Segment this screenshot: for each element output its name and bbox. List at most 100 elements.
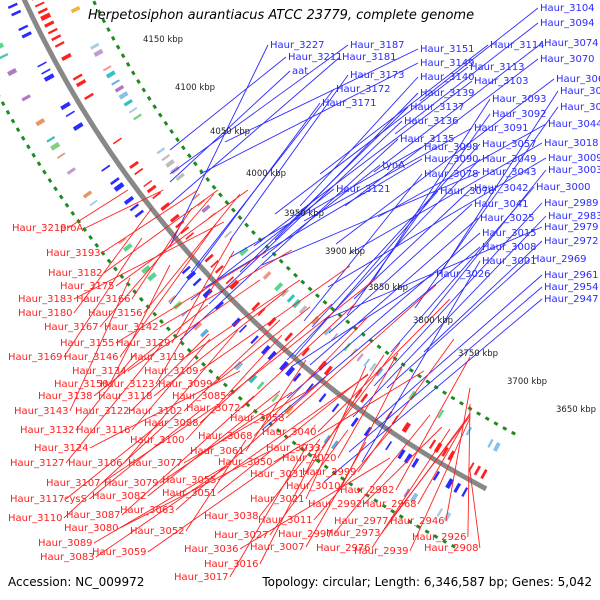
gene-feature [467,462,475,472]
gene-rings [0,0,516,549]
reverse-leader-line [159,391,293,484]
gene-feature [204,253,214,263]
reverse-leader-line [85,189,164,229]
gene-feature [35,117,46,127]
gene-feature [34,1,45,8]
forward-leader-line [261,171,481,266]
reverse-gene-label: Haur_3059 [92,547,147,558]
gene-feature [0,52,9,60]
forward-gene-label: Haur_3104 [540,3,595,14]
reverse-gene-label: Haur_3219 [12,223,67,234]
reverse-leader-line [333,414,431,535]
forward-gene-label: Haur_2972 [544,236,599,247]
reverse-gene-label: Haur_2999 [302,467,357,478]
reverse-gene-label: Haur_3021 [250,494,305,505]
reverse-gene-label: Haur_3122 [75,406,130,417]
reverse-leader-line [381,413,471,534]
label-leader-lines [63,7,559,578]
reverse-gene-label: Haur_3193 [46,248,101,259]
reverse-leader-line [101,189,199,254]
forward-leader-line [373,42,543,173]
forward-gene-label: Haur_3121 [336,184,391,195]
reverse-gene-label: Haur_3155 [60,338,115,349]
reverse-leader-line [259,444,321,565]
genome-summary: Topology: circular; Length: 6,346,587 bp… [262,575,592,589]
reverse-gene-label: Haur_3169 [8,352,63,363]
forward-gene-label: Haur_3042 [474,183,529,194]
reverse-gene-label: Haur_3063 [120,505,175,516]
forward-gene-label: Haur_2947 [544,294,599,305]
reverse-gene-label: Haur_3038 [204,511,259,522]
gene-feature [37,61,47,68]
forward-leader-line [319,44,489,175]
reverse-leader-line [121,395,255,516]
gene-feature [250,335,259,345]
gene-feature [428,439,437,450]
gene-feature [356,353,364,362]
reverse-leader-line [417,412,471,505]
reverse-gene-label: Haur_2939 [354,546,409,557]
reverse-gene-label: Haur_3127 [10,458,65,469]
reverse-gene-label: Haur_3017 [174,572,229,583]
gene-feature [267,316,277,327]
reverse-leader-line [213,306,311,385]
forward-leader-line [344,58,539,207]
reverse-gene-label: Haur_3116 [76,425,131,436]
gene-feature [238,324,247,333]
reverse-leader-line [69,277,131,412]
reverse-gene-label: Haur_3016 [204,559,259,570]
forward-leader-line [274,66,469,215]
reverse-leader-line [253,316,369,437]
reverse-gene-label: Haur_3109 [144,366,199,377]
scale-labels: 4150 kbp 4100 kbp 4050 kbp 4000 kbp 3950 kbp… [143,35,596,415]
gene-feature [323,365,333,376]
forward-gene-label: Haur_3139 [420,88,475,99]
forward-gene-label: Haur_3064 [556,74,600,85]
reverse-leader-line [227,276,379,397]
reverse-leader-line [65,421,163,500]
gene-feature [292,372,302,382]
forward-leader-line [377,123,547,218]
gene-feature [363,358,371,367]
gene-feature [251,301,261,311]
forward-leader-line [303,127,473,222]
forward-leader-line [169,102,321,305]
reverse-gene-label: Haur_3020 [282,453,337,464]
gene-feature [134,209,144,218]
gene-feature [180,226,190,235]
reverse-gene-label: Haur_3083 [40,552,95,563]
forward-gene-label: Haur_3227 [270,40,325,51]
reverse-gene-label: Haur_3052 [130,526,185,537]
reverse-leader-line [395,356,471,491]
forward-gene-label: Haur_3149 [420,58,475,69]
gene-feature [72,73,83,81]
forward-leader-line [439,90,559,275]
gene-feature [114,84,125,93]
gene-feature [7,2,18,10]
forward-leader-line [423,240,543,353]
gene-feature [129,160,139,170]
gene-feature [437,409,445,419]
forward-gene-label: Haur_3172 [336,84,391,95]
forward-leader-line [328,203,473,334]
forward-leader-line [348,286,543,453]
reverse-leader-line [305,365,367,500]
gene-feature [214,264,224,274]
gene-feature [75,79,87,88]
reverse-leader-line [185,439,247,532]
gene-feature [50,141,61,151]
reverse-gene-label: Haur_3087 [66,510,121,521]
forward-leader-line [327,157,547,288]
scale-label: 4050 kbp [210,127,250,137]
map-title: Herpetosiphon aurantiacus ATCC 23779, co… [88,8,475,23]
scale-label: 3950 kbp [284,209,324,219]
gene-feature [47,27,58,35]
gene-feature [492,442,501,452]
forward-leader-line [169,44,269,247]
forward-leader-line [311,143,481,328]
reverse-gene-label: Haur_3110 [8,513,63,524]
forward-leader-line [208,120,403,305]
forward-gene-label: Haur_2954 [544,282,599,293]
gene-feature [93,48,104,57]
scale-label: 3850 kbp [368,283,408,293]
